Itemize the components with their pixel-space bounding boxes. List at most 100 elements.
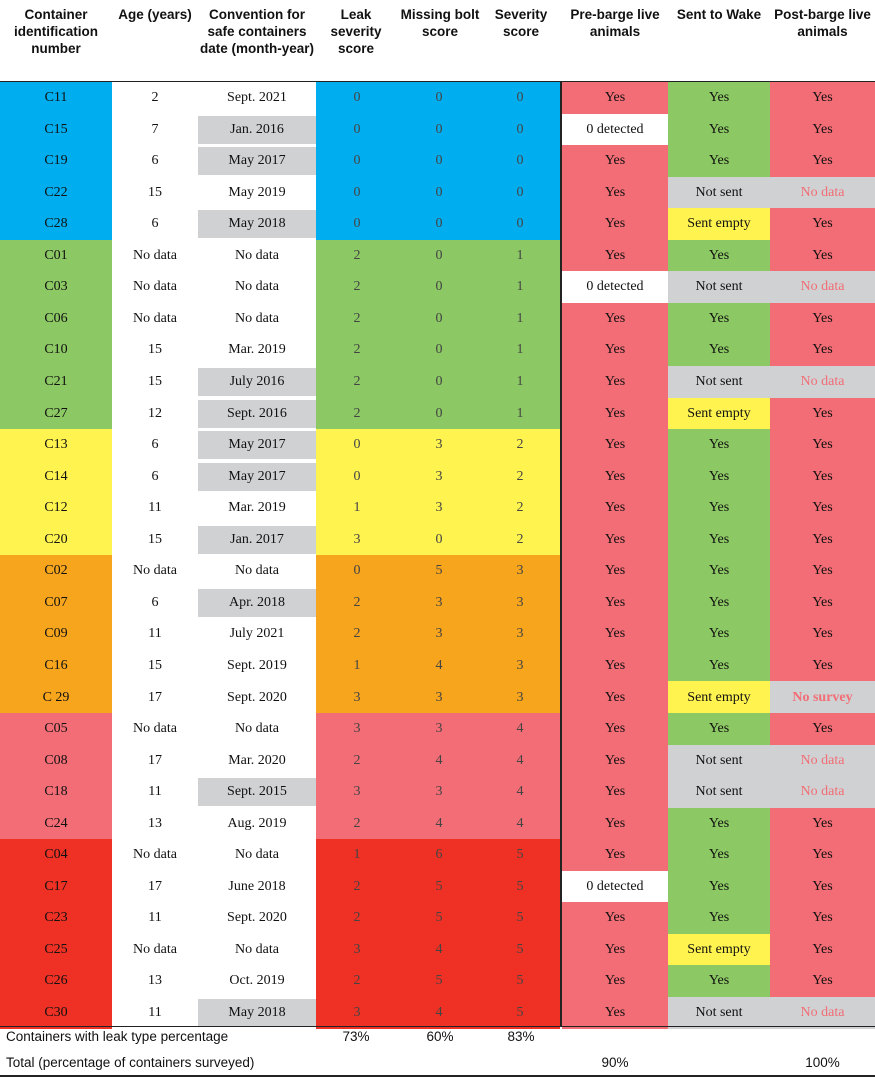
- pre-barge-cell: Yes: [562, 365, 668, 399]
- age-cell-text: No data: [133, 310, 177, 326]
- leak-score-cell: 0: [316, 82, 398, 115]
- footer-pre-total: 90%: [601, 1055, 629, 1070]
- date-highlight: [198, 588, 316, 617]
- pre-barge-cell-text: Yes: [604, 310, 626, 326]
- bolt-score-cell: 3: [398, 492, 480, 525]
- date-cell: July 2016: [198, 365, 316, 399]
- sent-to-wake-cell: Yes: [668, 460, 770, 493]
- age-cell: 11: [112, 776, 198, 809]
- post-barge-cell: Yes: [770, 113, 875, 146]
- severity-score-cell-text: 3: [516, 689, 524, 705]
- pre-barge-cell-text: 0 detected: [586, 121, 644, 137]
- pre-barge-cell: 0 detected: [562, 870, 668, 903]
- pre-barge-cell-text: Yes: [604, 973, 626, 989]
- date-cell: Mar. 2019: [198, 334, 316, 367]
- date-cell: No data: [198, 555, 316, 588]
- post-barge-cell-text: Yes: [812, 121, 833, 137]
- pre-barge-cell: Yes: [562, 839, 668, 872]
- pre-barge-cell-text: Yes: [604, 153, 626, 169]
- post-barge-cell: Yes: [770, 82, 875, 115]
- severity-score-cell: 0: [480, 145, 560, 178]
- severity-score-cell: 3: [480, 649, 560, 683]
- leak-score-cell: 1: [316, 492, 398, 525]
- age-cell-text: 13: [148, 973, 162, 989]
- container-id-cell: C23: [0, 902, 112, 935]
- leak-score-cell-text: 0: [353, 216, 361, 232]
- date-cell: No data: [198, 839, 316, 872]
- bolt-score-cell-text: 0: [435, 184, 443, 200]
- leak-score-cell: 3: [316, 523, 398, 556]
- bolt-score-cell-text: 4: [435, 752, 443, 768]
- bolt-score-cell: 0: [398, 523, 480, 556]
- date-cell: Sept. 2019: [198, 649, 316, 683]
- post-barge-cell: Yes: [770, 523, 875, 556]
- sent-to-wake-cell-text: Yes: [708, 468, 730, 484]
- date-cell: No data: [198, 713, 316, 746]
- severity-score-cell-text: 1: [516, 310, 524, 326]
- age-cell-text: 11: [148, 910, 162, 926]
- pre-barge-cell: Yes: [562, 586, 668, 619]
- bolt-score-cell: 3: [398, 713, 480, 746]
- sent-to-wake-cell-text: Yes: [708, 878, 730, 894]
- date-cell-text: No data: [235, 847, 279, 863]
- container-id-cell-text: C14: [44, 468, 68, 484]
- leak-score-cell-text: 2: [353, 342, 361, 358]
- post-barge-cell: Yes: [770, 870, 875, 903]
- age-cell: 15: [112, 649, 198, 683]
- severity-score-cell-text: 3: [516, 563, 524, 579]
- post-barge-cell: Yes: [770, 586, 875, 619]
- leak-score-cell: 3: [316, 776, 398, 809]
- bolt-score-cell: 4: [398, 996, 480, 1030]
- post-barge-cell: Yes: [770, 397, 875, 430]
- severity-score-cell-text: 4: [516, 784, 524, 800]
- post-barge-cell-text: Yes: [812, 815, 833, 831]
- date-cell: May 2018: [198, 208, 316, 241]
- post-barge-cell-text: Yes: [812, 626, 833, 642]
- age-cell-text: 15: [148, 342, 162, 358]
- post-barge-cell: No survey: [770, 681, 875, 714]
- sent-to-wake-cell-text: Yes: [708, 594, 730, 610]
- pre-barge-cell-text: Yes: [604, 847, 626, 863]
- header-rule: [0, 81, 875, 82]
- date-highlight: [198, 525, 316, 554]
- date-cell-text: No data: [235, 563, 279, 579]
- post-barge-cell-text: No data: [800, 279, 845, 295]
- container-id-cell-text: C06: [44, 310, 68, 326]
- pre-barge-cell: Yes: [562, 618, 668, 651]
- age-cell: No data: [112, 271, 198, 304]
- leak-score-cell: 1: [316, 649, 398, 683]
- container-id-cell-text: C09: [44, 626, 68, 642]
- severity-score-cell: 5: [480, 965, 560, 998]
- post-barge-cell: Yes: [770, 555, 875, 588]
- date-cell: Mar. 2019: [198, 492, 316, 525]
- severity-score-cell: 1: [480, 365, 560, 399]
- sent-to-wake-cell-text: Yes: [708, 847, 730, 863]
- post-barge-cell: Yes: [770, 807, 875, 840]
- date-cell: Aug. 2019: [198, 807, 316, 840]
- bolt-score-cell-text: 5: [435, 910, 443, 926]
- footer-severity-pct: 83%: [507, 1029, 535, 1044]
- pre-barge-cell-text: Yes: [604, 531, 626, 547]
- container-id-cell: C02: [0, 555, 112, 588]
- sent-to-wake-cell: Not sent: [668, 271, 770, 304]
- post-barge-cell-text: Yes: [812, 500, 833, 516]
- severity-score-cell-text: 1: [516, 279, 524, 295]
- leak-score-cell: 3: [316, 996, 398, 1030]
- leak-score-cell: 2: [316, 365, 398, 399]
- age-cell-text: 6: [151, 216, 159, 232]
- bolt-score-cell-text: 0: [435, 216, 443, 232]
- post-barge-cell: Yes: [770, 902, 875, 935]
- severity-score-cell: 5: [480, 996, 560, 1030]
- bolt-score-cell-text: 0: [435, 90, 443, 106]
- leak-score-cell-text: 2: [353, 815, 361, 831]
- bolt-score-cell-text: 0: [435, 310, 443, 326]
- sent-to-wake-cell-text: Yes: [708, 626, 730, 642]
- container-id-cell-text: C21: [44, 374, 68, 389]
- date-cell: Sept. 2015: [198, 776, 316, 809]
- bottom-rule: [0, 1075, 875, 1077]
- leak-score-cell-text: 1: [353, 500, 361, 516]
- leak-score-cell: 2: [316, 586, 398, 619]
- container-id-cell: C28: [0, 208, 112, 241]
- sent-to-wake-cell: Yes: [668, 523, 770, 556]
- date-cell: No data: [198, 271, 316, 304]
